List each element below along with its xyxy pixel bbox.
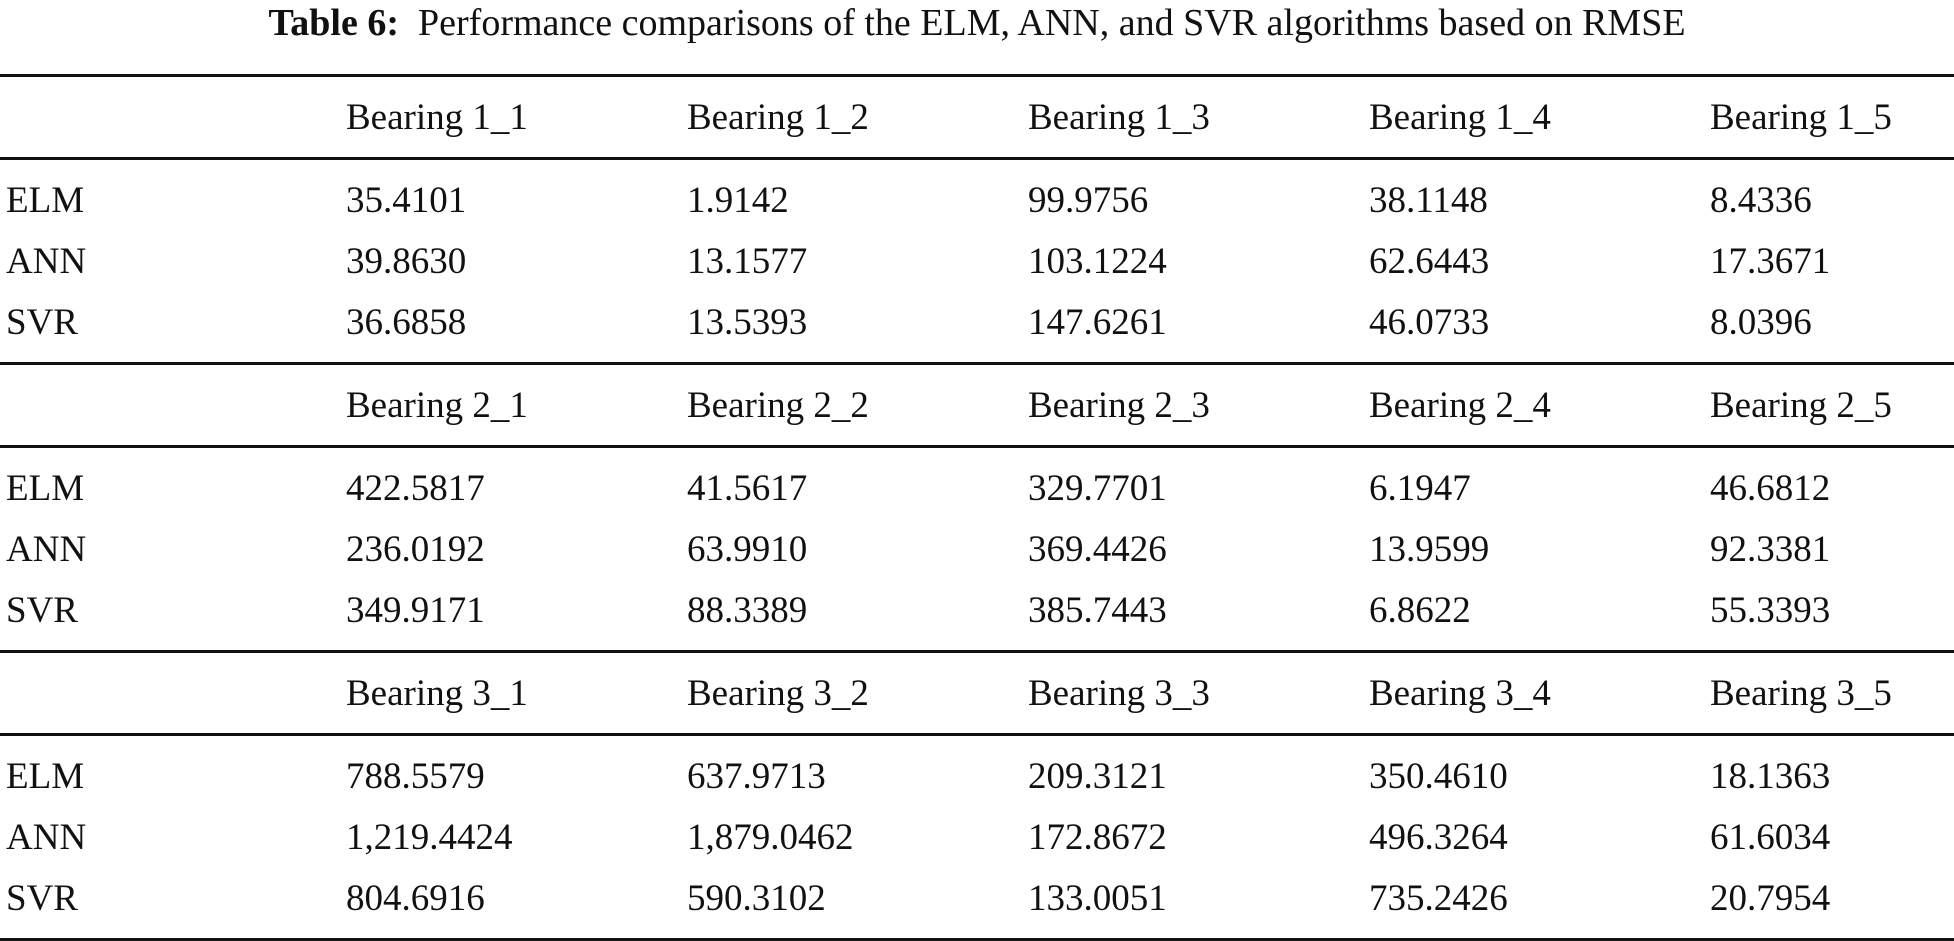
row-label: SVR <box>6 878 78 919</box>
table-cell: 172.8672 <box>1028 817 1167 858</box>
column-header: Bearing 2_5 <box>1710 384 1892 426</box>
table-cell: 1.9142 <box>687 180 789 221</box>
table-cell: 13.9599 <box>1369 529 1490 570</box>
table-cell: 13.1577 <box>687 241 808 282</box>
column-header: Bearing 2_2 <box>687 384 869 426</box>
table-cell: 46.0733 <box>1369 302 1490 343</box>
table-cell: 1,879.0462 <box>687 817 854 858</box>
table-cell: 88.3389 <box>687 590 808 631</box>
table-row: ANN 236.0192 63.9910 369.4426 13.9599 92.3381 <box>0 519 1954 580</box>
table-row: ANN 39.8630 13.1577 103.1224 62.6443 17.3671 <box>0 231 1954 292</box>
table-row: SVR 804.6916 590.3102 133.0051 735.2426 20.79… <box>0 868 1954 929</box>
row-label: SVR <box>6 302 78 343</box>
table-cell: 99.9756 <box>1028 180 1149 221</box>
table-cell: 133.0051 <box>1028 878 1167 919</box>
table-cell: 61.6034 <box>1710 817 1831 858</box>
table-rule <box>0 157 1954 160</box>
table-row: ANN 1,219.4424 1,879.0462 172.8672 496.3264 6… <box>0 807 1954 868</box>
table-cell: 147.6261 <box>1028 302 1167 343</box>
table-cell: 18.1363 <box>1710 756 1831 797</box>
column-header: Bearing 3_5 <box>1710 672 1892 714</box>
table-cell: 236.0192 <box>346 529 485 570</box>
table-row: SVR 349.9171 88.3389 385.7443 6.8622 55.3393 <box>0 580 1954 641</box>
table-cell: 35.4101 <box>346 180 467 221</box>
table-cell: 735.2426 <box>1369 878 1508 919</box>
table-cell: 38.1148 <box>1369 180 1488 221</box>
table-rule <box>0 74 1954 77</box>
table-cell: 46.6812 <box>1710 468 1831 509</box>
header-row: Bearing 3_1 Bearing 3_2 Bearing 3_3 Bearing… <box>0 653 1954 733</box>
table-caption: Table 6: Performance comparisons of the … <box>0 0 1954 46</box>
table-cell: 13.5393 <box>687 302 808 343</box>
column-header: Bearing 1_5 <box>1710 96 1892 138</box>
table-cell: 103.1224 <box>1028 241 1167 282</box>
table-cell: 329.7701 <box>1028 468 1167 509</box>
table-cell: 92.3381 <box>1710 529 1831 570</box>
table-row: SVR 36.6858 13.5393 147.6261 46.0733 8.0396 <box>0 292 1954 353</box>
row-label: ANN <box>6 241 87 282</box>
table-cell: 590.3102 <box>687 878 826 919</box>
table-cell: 637.9713 <box>687 756 826 797</box>
row-label: ANN <box>6 529 87 570</box>
column-header: Bearing 2_4 <box>1369 384 1551 426</box>
column-header: Bearing 1_2 <box>687 96 869 138</box>
table-row: ELM 422.5817 41.5617 329.7701 6.1947 46.6812 <box>0 458 1954 519</box>
table-rule <box>0 733 1954 736</box>
table-row: ELM 35.4101 1.9142 99.9756 38.1148 8.4336 <box>0 170 1954 231</box>
table-body: ELM 422.5817 41.5617 329.7701 6.1947 46.6812 A… <box>0 448 1954 650</box>
table-row: ELM 788.5579 637.9713 209.3121 350.4610 18.13… <box>0 746 1954 807</box>
column-header: Bearing 3_2 <box>687 672 869 714</box>
column-header: Bearing 3_1 <box>346 672 528 714</box>
table-cell: 41.5617 <box>687 468 808 509</box>
table-cell: 422.5817 <box>346 468 485 509</box>
table-cell: 17.3671 <box>1710 241 1831 282</box>
table-cell: 63.9910 <box>687 529 808 570</box>
row-label: ELM <box>6 468 85 509</box>
table-cell: 349.9171 <box>346 590 485 631</box>
table-cell: 36.6858 <box>346 302 467 343</box>
header-row: Bearing 1_1 Bearing 1_2 Bearing 1_3 Bearing… <box>0 77 1954 157</box>
table-body: ELM 788.5579 637.9713 209.3121 350.4610 18.13… <box>0 736 1954 938</box>
table-cell: 788.5579 <box>346 756 485 797</box>
column-header: Bearing 2_1 <box>346 384 528 426</box>
table-cell: 1,219.4424 <box>346 817 513 858</box>
header-row: Bearing 2_1 Bearing 2_2 Bearing 2_3 Bearing… <box>0 365 1954 445</box>
caption-text: Performance comparisons of the ELM, ANN,… <box>418 2 1686 44</box>
table-cell: 20.7954 <box>1710 878 1831 919</box>
table-cell: 55.3393 <box>1710 590 1831 631</box>
table-body: ELM 35.4101 1.9142 99.9756 38.1148 8.4336 ANN 3… <box>0 160 1954 362</box>
table-cell: 6.8622 <box>1369 590 1471 631</box>
column-header: Bearing 1_4 <box>1369 96 1551 138</box>
table-rule <box>0 650 1954 653</box>
table-cell: 209.3121 <box>1028 756 1167 797</box>
table-rule <box>0 362 1954 365</box>
row-label: SVR <box>6 590 78 631</box>
column-header: Bearing 3_3 <box>1028 672 1210 714</box>
row-label: ELM <box>6 756 85 797</box>
table-cell: 804.6916 <box>346 878 485 919</box>
table-cell: 8.4336 <box>1710 180 1812 221</box>
table-cell: 6.1947 <box>1369 468 1471 509</box>
table-cell: 8.0396 <box>1710 302 1812 343</box>
rmse-table: Bearing 1_1 Bearing 1_2 Bearing 1_3 Bearing… <box>0 74 1954 941</box>
table-cell: 369.4426 <box>1028 529 1167 570</box>
table-cell: 496.3264 <box>1369 817 1508 858</box>
column-header: Bearing 1_1 <box>346 96 528 138</box>
caption-label: Table 6: <box>268 2 400 44</box>
column-header: Bearing 3_4 <box>1369 672 1551 714</box>
column-header: Bearing 1_3 <box>1028 96 1210 138</box>
row-label: ANN <box>6 817 87 858</box>
table-cell: 62.6443 <box>1369 241 1490 282</box>
column-header: Bearing 2_3 <box>1028 384 1210 426</box>
table-cell: 350.4610 <box>1369 756 1508 797</box>
row-label: ELM <box>6 180 85 221</box>
table-cell: 39.8630 <box>346 241 467 282</box>
table-cell: 385.7443 <box>1028 590 1167 631</box>
table-rule <box>0 445 1954 448</box>
